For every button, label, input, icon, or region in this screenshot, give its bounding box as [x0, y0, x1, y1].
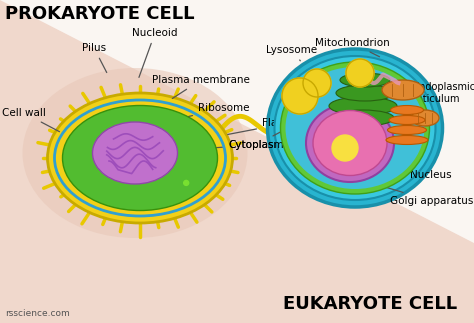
Ellipse shape — [329, 97, 397, 115]
Ellipse shape — [332, 110, 394, 126]
Ellipse shape — [391, 106, 423, 114]
Ellipse shape — [411, 110, 439, 126]
Text: Pilus: Pilus — [82, 43, 107, 73]
Text: Golgi apparatus: Golgi apparatus — [358, 179, 474, 206]
Text: Lysosome: Lysosome — [266, 45, 318, 61]
Ellipse shape — [63, 106, 218, 211]
Polygon shape — [0, 0, 474, 243]
Ellipse shape — [22, 68, 247, 238]
Circle shape — [184, 181, 189, 185]
Text: Mitochondrion: Mitochondrion — [315, 38, 389, 57]
Ellipse shape — [285, 67, 425, 189]
Ellipse shape — [382, 80, 424, 100]
Ellipse shape — [274, 56, 436, 200]
Ellipse shape — [281, 62, 429, 194]
Ellipse shape — [336, 85, 394, 101]
Text: PROKARYOTE CELL: PROKARYOTE CELL — [5, 5, 194, 23]
Text: Endoplasmic
reticulum: Endoplasmic reticulum — [405, 82, 474, 104]
Text: rsscience.com: rsscience.com — [5, 309, 70, 318]
Text: Ribosome: Ribosome — [173, 103, 249, 120]
Ellipse shape — [267, 49, 443, 207]
Ellipse shape — [388, 126, 427, 134]
Ellipse shape — [340, 73, 390, 87]
Circle shape — [332, 135, 358, 161]
Circle shape — [346, 59, 374, 87]
Text: Plasma membrane: Plasma membrane — [152, 75, 250, 99]
Text: Cytoplasm: Cytoplasm — [199, 140, 283, 150]
Text: Cell wall: Cell wall — [2, 108, 60, 132]
Ellipse shape — [386, 136, 428, 144]
Circle shape — [303, 69, 331, 97]
Ellipse shape — [313, 110, 387, 175]
Ellipse shape — [389, 116, 425, 124]
Text: Flagellum: Flagellum — [228, 118, 313, 134]
Text: EUKARYOTE CELL: EUKARYOTE CELL — [283, 295, 457, 313]
Circle shape — [282, 78, 318, 114]
Ellipse shape — [92, 122, 177, 184]
Text: Nucleus: Nucleus — [373, 162, 452, 180]
Text: Nucleoid: Nucleoid — [132, 28, 178, 78]
Ellipse shape — [47, 93, 233, 223]
Ellipse shape — [306, 104, 394, 182]
Text: Cytoplasm: Cytoplasm — [228, 129, 285, 150]
